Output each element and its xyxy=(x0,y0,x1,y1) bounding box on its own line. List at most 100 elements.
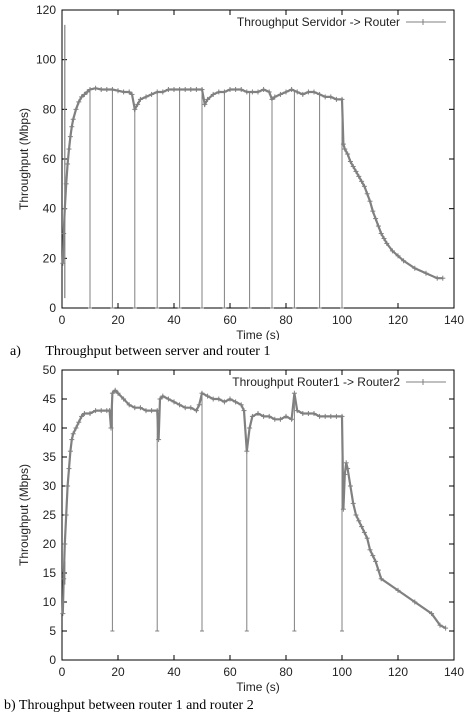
chart-1-data-point xyxy=(182,405,188,411)
chart-1-data-point xyxy=(359,524,365,530)
chart-0-y-axis-label: Throughput (Mbps) xyxy=(17,108,31,210)
chart-1-data-point xyxy=(429,611,435,617)
chart-0-data-point xyxy=(115,88,121,94)
chart-0-data-point xyxy=(70,116,76,122)
chart-1-data-point xyxy=(291,390,297,396)
chart-1-data-point xyxy=(66,466,72,472)
chart-0-data-point xyxy=(177,86,183,92)
chart-1-data-point xyxy=(364,535,370,541)
chart-1-data-point xyxy=(193,408,199,414)
chart-0-data-point xyxy=(249,89,255,95)
chart-1-x-tick-label: 20 xyxy=(111,665,125,679)
chart-0-data-point xyxy=(193,86,199,92)
chart-0-data-point xyxy=(216,89,222,95)
chart-1-data-point xyxy=(165,396,171,402)
chart-0-y-tick-label: 60 xyxy=(43,152,57,166)
chart-1-data-point xyxy=(283,413,289,419)
chart-1-y-tick-label: 30 xyxy=(43,479,57,493)
chart-0-data-point xyxy=(76,99,82,105)
chart-1-y-tick-label: 35 xyxy=(43,450,57,464)
chart-1-data-point xyxy=(60,611,66,617)
chart-1-data-point xyxy=(199,390,205,396)
caption-b: b) Throughput between router 1 and route… xyxy=(4,698,254,713)
chart-0-data-point xyxy=(261,86,267,92)
chart-1-data-point xyxy=(294,408,300,414)
chart-0-data-point xyxy=(395,253,401,259)
chart-0-data-point xyxy=(353,168,359,174)
chart-1-x-tick-label: 140 xyxy=(444,665,464,679)
chart-1-data-point xyxy=(333,413,339,419)
chart-b-svg: 0 20 40 60 80 100 120 140 0 5 10 15 20 25 30 35 40 45 50 Ti… xyxy=(17,363,464,694)
chart-0-data-point xyxy=(340,141,346,147)
chart-1-data-point xyxy=(177,402,183,408)
chart-1-y-tick-label: 45 xyxy=(43,392,57,406)
chart-0-data-point xyxy=(61,231,67,236)
chart-0-data-point xyxy=(233,86,239,92)
chart-0-data-point xyxy=(66,146,72,152)
chart-0-data-point xyxy=(412,265,418,271)
chart-0-legend-label: Throughput Servidor -> Router xyxy=(237,15,400,29)
chart-1-data-point xyxy=(137,405,143,411)
chart-0-data-point xyxy=(269,96,275,102)
chart-0-data-point xyxy=(199,86,205,92)
chart-1-data-point xyxy=(61,576,67,582)
chart-1-data-point xyxy=(132,405,138,411)
chart-0-data-point xyxy=(210,91,216,97)
chart-0-data-point xyxy=(378,231,384,236)
chart-1-data-point xyxy=(76,419,82,425)
chart-1-data-point xyxy=(210,396,216,402)
chart-1-data-point xyxy=(305,411,311,416)
chart-1-data-point xyxy=(255,411,261,416)
chart-0-data-point xyxy=(109,86,115,92)
chart-0-data-point xyxy=(93,85,99,91)
chart-0-data-point xyxy=(283,89,289,95)
chart-0-data-point xyxy=(202,101,208,107)
chart-1-data-point xyxy=(339,413,345,419)
chart-1-data-point xyxy=(373,558,379,564)
chart-1-data-point xyxy=(343,460,349,466)
chart-1-data-point xyxy=(266,413,272,419)
chart-1-data-point xyxy=(196,402,202,408)
chart-1-data-point xyxy=(216,396,222,402)
chart-0-data-point xyxy=(160,89,166,95)
chart-0-data-point xyxy=(361,183,367,189)
chart-1-data-point xyxy=(241,408,247,414)
chart-0-data-point xyxy=(79,94,85,100)
chart-0-data-point xyxy=(129,91,135,97)
chart-1-data-point xyxy=(367,547,373,553)
chart-0-data-point xyxy=(165,86,171,92)
chart-1-y-tick-label: 0 xyxy=(49,653,56,667)
chart-0-data-point xyxy=(364,191,370,197)
chart-0-data-point xyxy=(137,96,143,102)
chart-1-data-point xyxy=(93,408,99,414)
chart-1-data-point xyxy=(65,483,71,489)
chart-0-x-tick-label: 60 xyxy=(223,313,237,327)
chart-0-y-tick-label: 0 xyxy=(49,301,56,315)
chart-1-data-point xyxy=(109,390,115,396)
chart-0-data-point xyxy=(423,270,429,276)
chart-0-data-point xyxy=(60,260,66,266)
chart-1-data-point xyxy=(340,506,346,512)
chart-0-data-point xyxy=(370,208,376,214)
chart-0-data-point xyxy=(384,240,390,246)
chart-0-data-point xyxy=(188,86,194,92)
chart-0-data-point xyxy=(84,89,90,95)
caption-a: a) Throughput between server and router … xyxy=(10,344,271,359)
chart-0-data-point xyxy=(356,173,362,179)
chart-0-data-point xyxy=(294,89,300,95)
chart-0-data-point xyxy=(367,198,373,204)
chart-0-data-point xyxy=(73,106,79,112)
chart-0-x-tick-label: 80 xyxy=(279,313,293,327)
chart-0-data-point xyxy=(104,86,110,92)
chart-1-data-point xyxy=(233,399,239,405)
chart-0-x-tick-label: 140 xyxy=(444,313,464,327)
chart-0-data-point xyxy=(277,91,283,97)
chart-1-data-point xyxy=(272,416,278,422)
chart-1-data-point xyxy=(81,411,87,416)
chart-0-data-point xyxy=(221,89,227,95)
chart-1-data-point xyxy=(244,448,250,454)
chart-1-data-point xyxy=(107,408,113,414)
chart-a: 0 20 40 60 80 100 120 140 0 20 40 60 80 100 120 Time (s… xyxy=(0,0,473,340)
chart-1-data-point xyxy=(62,541,68,547)
chart-0-plot-frame xyxy=(61,9,455,309)
